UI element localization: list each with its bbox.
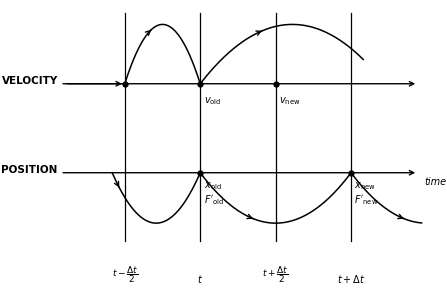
- Text: $F'_{\rm old}$: $F'_{\rm old}$: [203, 193, 224, 207]
- Text: $x_{\rm old}$: $x_{\rm old}$: [203, 180, 221, 192]
- Text: VELOCITY: VELOCITY: [1, 76, 58, 86]
- Text: $t+\Delta t$: $t+\Delta t$: [337, 274, 365, 285]
- Text: $t-\dfrac{\Delta t}{2}$: $t-\dfrac{\Delta t}{2}$: [111, 265, 138, 285]
- Text: POSITION: POSITION: [1, 165, 58, 175]
- Text: time: time: [424, 177, 446, 187]
- Text: $t$: $t$: [197, 274, 203, 285]
- Text: $x_{\rm new}$: $x_{\rm new}$: [354, 180, 376, 192]
- Text: $F'_{\rm new}$: $F'_{\rm new}$: [354, 193, 379, 207]
- Text: $v_{\rm old}$: $v_{\rm old}$: [203, 96, 221, 107]
- Text: $v_{\rm new}$: $v_{\rm new}$: [279, 96, 300, 107]
- Text: $t+\dfrac{\Delta t}{2}$: $t+\dfrac{\Delta t}{2}$: [262, 265, 289, 285]
